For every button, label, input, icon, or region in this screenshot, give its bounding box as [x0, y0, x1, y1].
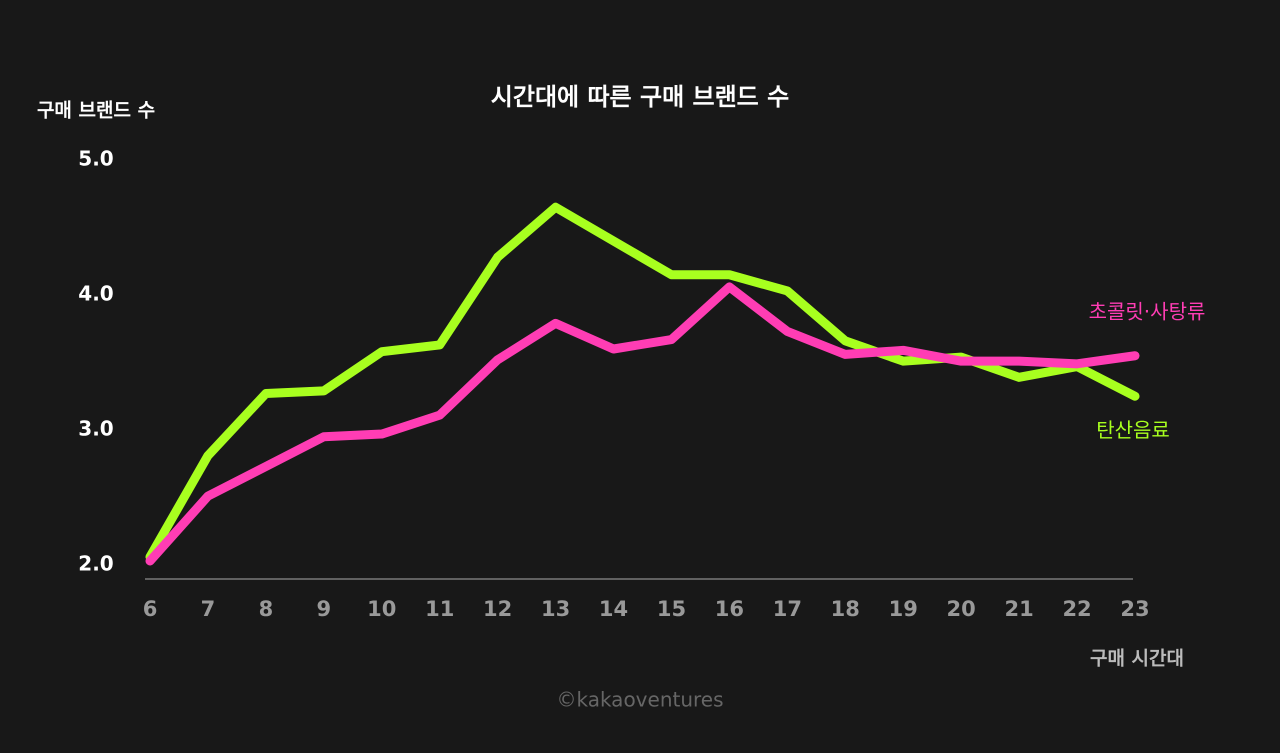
x-tick-label: 20	[947, 597, 976, 621]
x-tick-label: 21	[1005, 597, 1034, 621]
x-tick-label: 23	[1120, 597, 1149, 621]
x-tick-label: 6	[143, 597, 158, 621]
y-tick-label: 4.0	[78, 282, 113, 306]
x-tick-label: 19	[889, 597, 918, 621]
series-label: 초콜릿·사탕류	[1089, 299, 1206, 323]
x-tick-label: 18	[831, 597, 860, 621]
x-tick-label: 17	[773, 597, 802, 621]
x-tick-label: 10	[367, 597, 396, 621]
y-tick-label: 5.0	[78, 147, 113, 171]
x-tick-label: 16	[715, 597, 744, 621]
x-axis-label: 구매 시간대	[1090, 648, 1184, 670]
x-tick-label: 14	[599, 597, 628, 621]
x-tick-label: 8	[259, 597, 274, 621]
x-tick-label: 11	[425, 597, 454, 621]
y-tick-label: 3.0	[78, 417, 113, 441]
y-axis-label: 구매 브랜드 수	[37, 100, 155, 122]
series-line	[145, 282, 1140, 566]
watermark: ©kakaoventures	[556, 688, 723, 712]
x-tick-label: 22	[1062, 597, 1091, 621]
x-tick-label: 12	[483, 597, 512, 621]
chart-title: 시간대에 따른 구매 브랜드 수	[491, 83, 789, 111]
x-tick-label: 9	[317, 597, 332, 621]
x-tick-label: 13	[541, 597, 570, 621]
x-tick-label: 15	[657, 597, 686, 621]
series-label: 탄산음료	[1096, 418, 1170, 442]
x-tick-label: 7	[201, 597, 216, 621]
y-tick-label: 2.0	[78, 552, 113, 576]
